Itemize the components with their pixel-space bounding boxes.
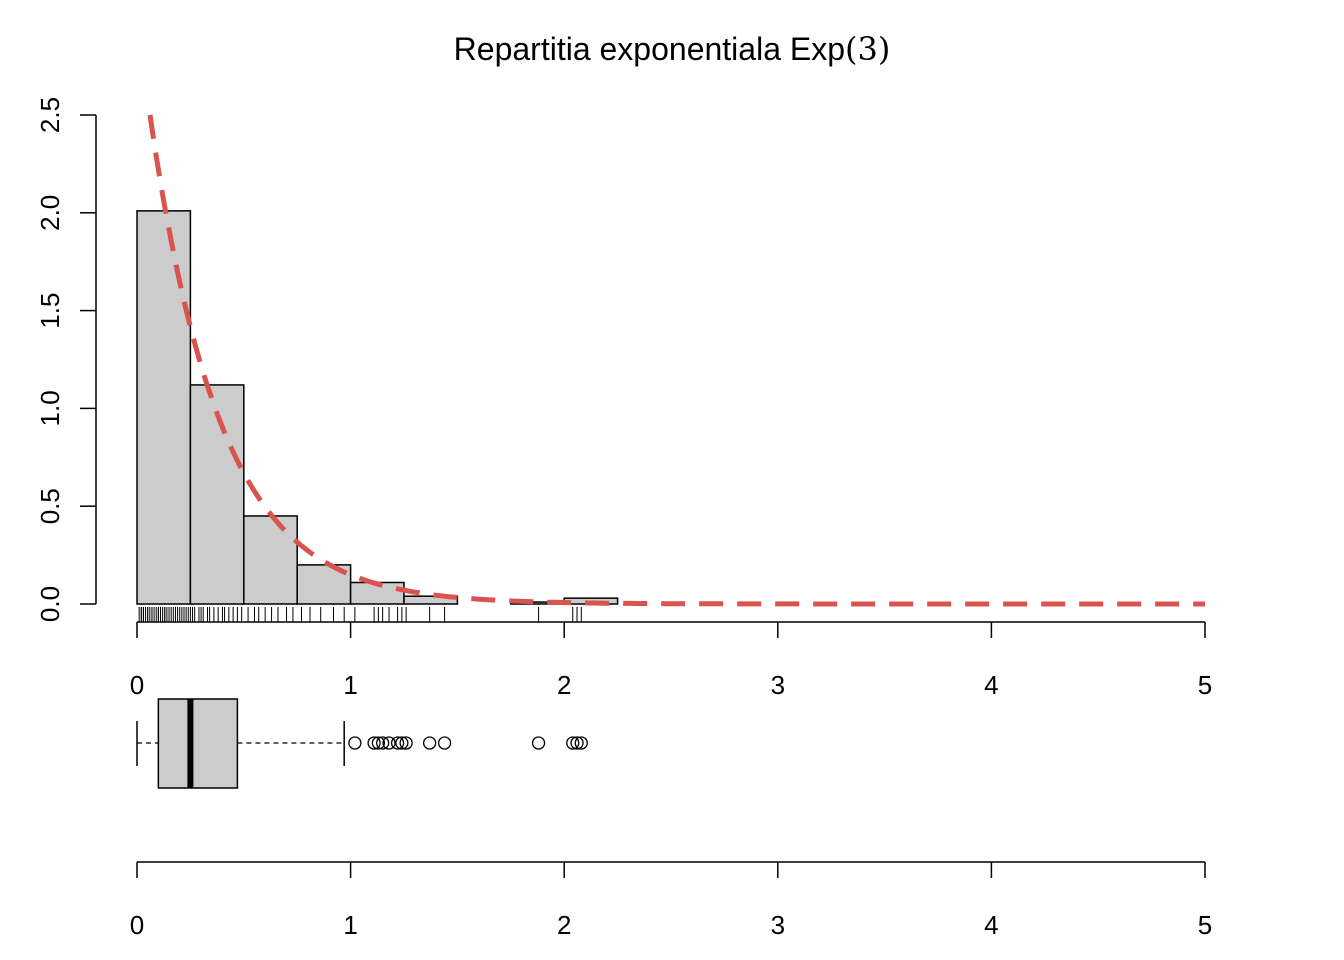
density-curve (147, 114, 1205, 607)
chart-title-arg: (3) (845, 30, 890, 68)
outlier-point (395, 736, 409, 750)
outlier-point (574, 736, 588, 750)
outlier-point (390, 736, 405, 750)
boxplot-x-axis: 0 1 2 3 4 5 (130, 861, 1212, 940)
boxplot (136, 698, 588, 789)
outlier-point (348, 736, 362, 750)
histogram-bar (243, 515, 298, 605)
x-tick-label: 2 (557, 670, 571, 700)
outlier-point (399, 736, 413, 750)
y-tick-label: 2.0 (35, 195, 65, 231)
histogram-bar (189, 384, 245, 605)
outlier-point (371, 736, 386, 750)
x-tick-label: 1 (343, 910, 357, 940)
x-tick-label: 5 (1198, 910, 1212, 940)
y-tick-label: 2.5 (35, 97, 65, 133)
x-tick-label: 0 (130, 670, 144, 700)
y-tick-label: 1.5 (35, 293, 65, 329)
x-tick-label: 5 (1198, 670, 1212, 700)
outlier-point (382, 736, 396, 750)
histogram-bar (136, 210, 192, 605)
outlier-point (375, 736, 390, 750)
outlier-point (570, 736, 584, 750)
outlier-point (437, 736, 452, 750)
x-tick-label: 4 (984, 670, 998, 700)
density-curve-line (147, 114, 1205, 607)
x-tick-label: 3 (771, 910, 785, 940)
y-tick-label: 0.0 (35, 586, 65, 622)
histogram-x-axis: 0 1 2 3 4 5 (130, 621, 1212, 700)
histogram-y-axis: 0.0 0.5 1.0 1.5 2.0 2.5 (35, 97, 97, 622)
box (157, 698, 239, 789)
outlier-point (422, 736, 437, 750)
outlier-point (566, 736, 580, 750)
x-tick-label: 0 (130, 910, 144, 940)
y-tick-label: 1.0 (35, 390, 65, 426)
x-tick-label: 1 (343, 670, 357, 700)
x-tick-label: 3 (771, 670, 785, 700)
x-tick-label: 4 (984, 910, 998, 940)
chart-title: Repartitia exponentiala Exp(3) (454, 30, 891, 68)
histogram-bars (136, 210, 619, 605)
y-tick-label: 0.5 (35, 488, 65, 524)
rug-marks (138, 607, 582, 622)
x-tick-label: 2 (557, 910, 571, 940)
histogram-bar (403, 595, 459, 605)
chart-title-text: Repartitia exponentiala Exp (454, 31, 845, 67)
outlier-point (367, 736, 381, 750)
outlier-point (531, 736, 546, 750)
